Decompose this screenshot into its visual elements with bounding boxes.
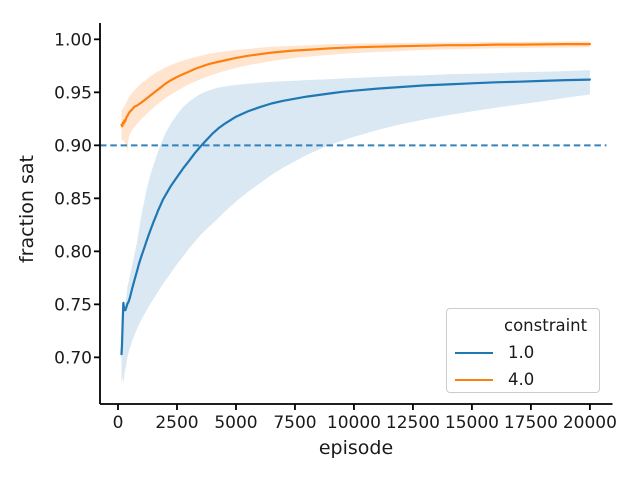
y-tick-label: 0.85 xyxy=(54,189,92,209)
x-tick-label: 12500 xyxy=(386,413,440,433)
x-tick-label: 17500 xyxy=(504,413,558,433)
legend-item-constraint-1: 1.0 xyxy=(451,339,595,366)
line-4.0 xyxy=(120,43,591,128)
legend-swatch-orange-line xyxy=(455,378,493,381)
x-tick-label: 0 xyxy=(113,413,124,433)
line-1.0 xyxy=(120,78,591,356)
confidence-bands xyxy=(121,41,590,385)
x-tick-label: 7500 xyxy=(273,413,316,433)
band-1.0 xyxy=(121,70,590,385)
legend-swatch-blue-line xyxy=(455,351,493,354)
legend-item-label: 1.0 xyxy=(508,343,535,362)
y-tick-label: 0.80 xyxy=(54,242,92,262)
tick-labels: 0 2500 5000 7500 10000 12500 15000 17500 20000 0.… xyxy=(54,30,617,433)
x-tick-label: 20000 xyxy=(563,413,617,433)
x-tick-label: 2500 xyxy=(155,413,198,433)
y-tick-label: 0.75 xyxy=(54,295,92,315)
y-tick-label: 0.95 xyxy=(54,83,92,103)
y-tick-label: 0.90 xyxy=(54,136,92,156)
axes-spines xyxy=(99,23,613,405)
x-tick-label: 10000 xyxy=(327,413,381,433)
tick-marks xyxy=(94,38,591,410)
x-tick-label: 15000 xyxy=(445,413,499,433)
x-axis-label: episode xyxy=(318,437,394,459)
legend: constraint 1.0 4.0 xyxy=(446,308,600,393)
series-lines xyxy=(120,43,591,356)
y-axis-label: fraction sat xyxy=(16,154,38,264)
x-tick-label: 5000 xyxy=(214,413,257,433)
y-tick-label: 1.00 xyxy=(54,30,92,50)
legend-item-label: 4.0 xyxy=(508,370,535,389)
legend-title: constraint xyxy=(504,316,588,335)
y-tick-label: 0.70 xyxy=(54,348,92,368)
legend-item-constraint-4: 4.0 xyxy=(451,366,595,393)
